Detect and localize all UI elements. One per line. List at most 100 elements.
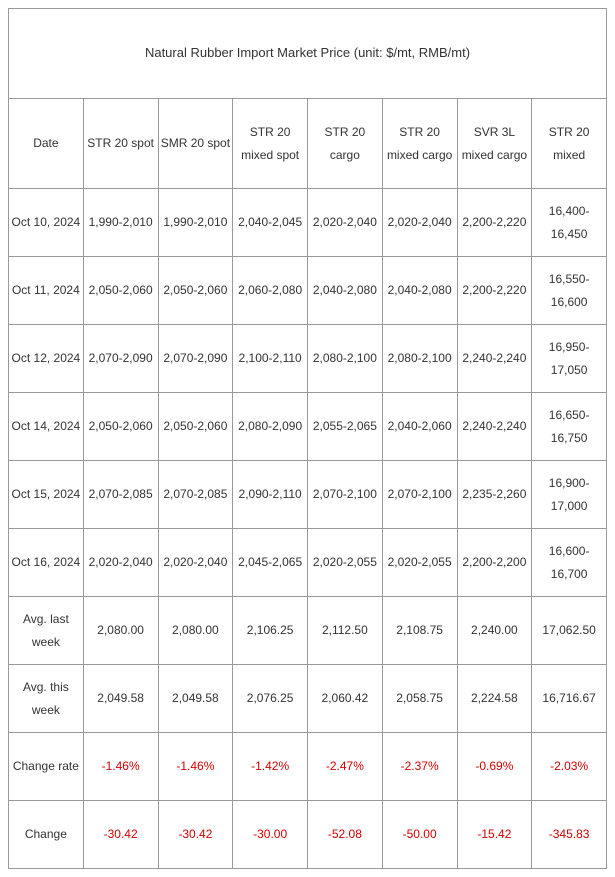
row-date: Avg. this week	[9, 665, 84, 733]
row-date: Change rate	[9, 733, 84, 801]
cell-value: 2,224.58	[457, 665, 532, 733]
cell-value: 2,240-2,240	[457, 393, 532, 461]
cell-value: 2,049.58	[83, 665, 158, 733]
cell-value: 2,070-2,100	[382, 461, 457, 529]
cell-value: -0.69%	[457, 733, 532, 801]
table-body: Oct 10, 20241,990-2,0101,990-2,0102,040-…	[9, 189, 607, 869]
row-date: Oct 12, 2024	[9, 325, 84, 393]
col-str20-cargo: STR 20 cargo	[308, 99, 383, 189]
cell-value: 2,020-2,040	[308, 189, 383, 257]
cell-value: -50.00	[382, 801, 457, 869]
row-date: Change	[9, 801, 84, 869]
cell-value: 2,050-2,060	[158, 393, 233, 461]
cell-value: 2,050-2,060	[158, 257, 233, 325]
col-svr3l-mixed-cargo: SVR 3L mixed cargo	[457, 99, 532, 189]
cell-value: 2,070-2,085	[83, 461, 158, 529]
col-date: Date	[9, 99, 84, 189]
table-row: Oct 15, 20242,070-2,0852,070-2,0852,090-…	[9, 461, 607, 529]
cell-value: 16,650-16,750	[532, 393, 607, 461]
header-row: Date STR 20 spot SMR 20 spot STR 20 mixe…	[9, 99, 607, 189]
cell-value: 2,200-2,220	[457, 257, 532, 325]
cell-value: -2.37%	[382, 733, 457, 801]
table-title: Natural Rubber Import Market Price (unit…	[9, 9, 607, 99]
cell-value: -2.03%	[532, 733, 607, 801]
cell-value: 16,716.67	[532, 665, 607, 733]
cell-value: 2,020-2,040	[83, 529, 158, 597]
cell-value: -15.42	[457, 801, 532, 869]
cell-value: -1.42%	[233, 733, 308, 801]
cell-value: 2,050-2,060	[83, 257, 158, 325]
row-date: Oct 11, 2024	[9, 257, 84, 325]
cell-value: 2,049.58	[158, 665, 233, 733]
cell-value: 2,020-2,040	[382, 189, 457, 257]
cell-value: 16,550-16,600	[532, 257, 607, 325]
cell-value: 2,200-2,200	[457, 529, 532, 597]
cell-value: -1.46%	[158, 733, 233, 801]
cell-value: 2,040-2,080	[382, 257, 457, 325]
row-date: Oct 15, 2024	[9, 461, 84, 529]
cell-value: 17,062.50	[532, 597, 607, 665]
cell-value: 2,240-2,240	[457, 325, 532, 393]
col-str20-mixed: STR 20 mixed	[532, 99, 607, 189]
table-row: Oct 16, 20242,020-2,0402,020-2,0402,045-…	[9, 529, 607, 597]
cell-value: 2,080-2,100	[382, 325, 457, 393]
cell-value: 2,040-2,080	[308, 257, 383, 325]
cell-value: -1.46%	[83, 733, 158, 801]
cell-value: 2,240.00	[457, 597, 532, 665]
cell-value: 2,100-2,110	[233, 325, 308, 393]
cell-value: 2,076.25	[233, 665, 308, 733]
table-row: Oct 10, 20241,990-2,0101,990-2,0102,040-…	[9, 189, 607, 257]
row-date: Oct 10, 2024	[9, 189, 84, 257]
cell-value: 2,050-2,060	[83, 393, 158, 461]
cell-value: 1,990-2,010	[83, 189, 158, 257]
cell-value: 2,200-2,220	[457, 189, 532, 257]
col-str20-mixed-spot: STR 20 mixed spot	[233, 99, 308, 189]
cell-value: 2,070-2,090	[83, 325, 158, 393]
table-row: Change-30.42-30.42-30.00-52.08-50.00-15.…	[9, 801, 607, 869]
cell-value: 2,020-2,055	[382, 529, 457, 597]
cell-value: 16,950-17,050	[532, 325, 607, 393]
cell-value: 2,055-2,065	[308, 393, 383, 461]
cell-value: 2,235-2,260	[457, 461, 532, 529]
cell-value: 2,080-2,090	[233, 393, 308, 461]
cell-value: 2,040-2,060	[382, 393, 457, 461]
cell-value: -2.47%	[308, 733, 383, 801]
cell-value: 2,060.42	[308, 665, 383, 733]
row-date: Oct 16, 2024	[9, 529, 84, 597]
cell-value: 2,060-2,080	[233, 257, 308, 325]
cell-value: -30.00	[233, 801, 308, 869]
cell-value: 2,112.50	[308, 597, 383, 665]
cell-value: -30.42	[83, 801, 158, 869]
cell-value: 1,990-2,010	[158, 189, 233, 257]
table-row: Avg. this week2,049.582,049.582,076.252,…	[9, 665, 607, 733]
cell-value: 2,080.00	[83, 597, 158, 665]
table-row: Oct 12, 20242,070-2,0902,070-2,0902,100-…	[9, 325, 607, 393]
cell-value: 2,040-2,045	[233, 189, 308, 257]
cell-value: 2,020-2,040	[158, 529, 233, 597]
cell-value: 2,090-2,110	[233, 461, 308, 529]
cell-value: 2,080.00	[158, 597, 233, 665]
cell-value: 2,070-2,090	[158, 325, 233, 393]
cell-value: 16,400-16,450	[532, 189, 607, 257]
col-str20-spot: STR 20 spot	[83, 99, 158, 189]
col-str20-mixed-cargo: STR 20 mixed cargo	[382, 99, 457, 189]
cell-value: -345.83	[532, 801, 607, 869]
cell-value: -52.08	[308, 801, 383, 869]
cell-value: 2,070-2,085	[158, 461, 233, 529]
cell-value: 16,900-17,000	[532, 461, 607, 529]
table-row: Avg. last week2,080.002,080.002,106.252,…	[9, 597, 607, 665]
cell-value: 2,045-2,065	[233, 529, 308, 597]
cell-value: 16,600-16,700	[532, 529, 607, 597]
cell-value: 2,070-2,100	[308, 461, 383, 529]
table-row: Change rate-1.46%-1.46%-1.42%-2.47%-2.37…	[9, 733, 607, 801]
table-row: Oct 14, 20242,050-2,0602,050-2,0602,080-…	[9, 393, 607, 461]
cell-value: 2,108.75	[382, 597, 457, 665]
col-smr20-spot: SMR 20 spot	[158, 99, 233, 189]
row-date: Oct 14, 2024	[9, 393, 84, 461]
table-row: Oct 11, 20242,050-2,0602,050-2,0602,060-…	[9, 257, 607, 325]
cell-value: -30.42	[158, 801, 233, 869]
cell-value: 2,058.75	[382, 665, 457, 733]
price-table: Natural Rubber Import Market Price (unit…	[8, 8, 607, 869]
cell-value: 2,080-2,100	[308, 325, 383, 393]
cell-value: 2,106.25	[233, 597, 308, 665]
